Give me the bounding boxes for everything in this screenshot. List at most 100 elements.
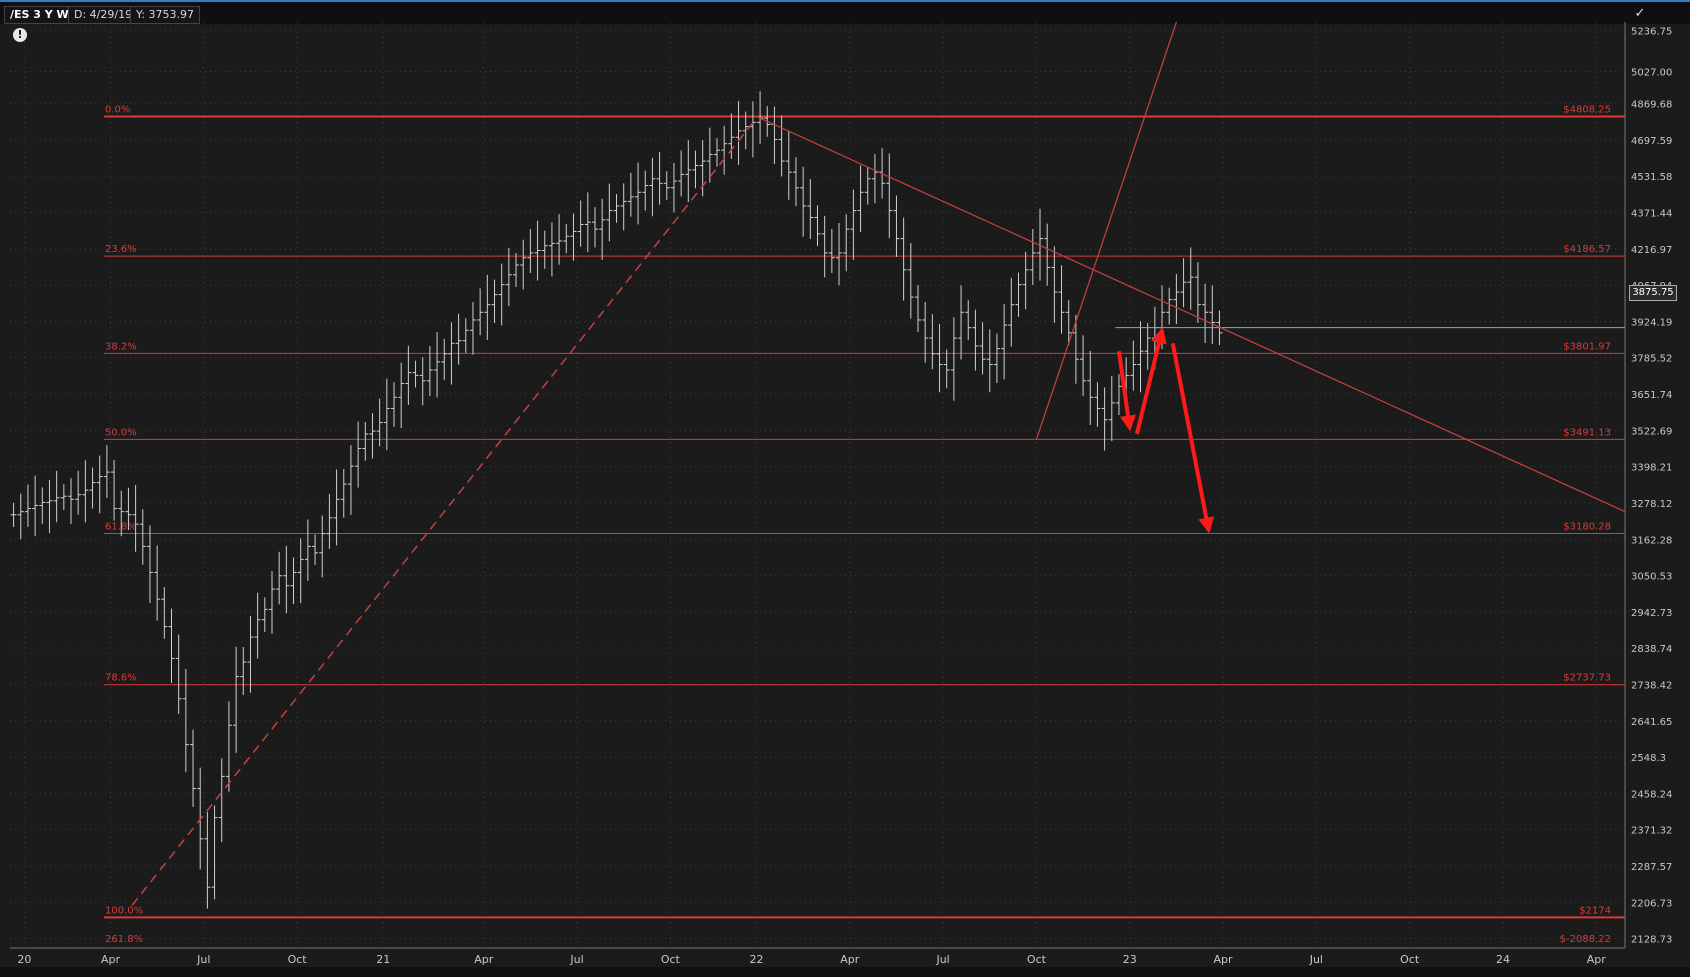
price-bar xyxy=(434,332,441,398)
price-bar xyxy=(649,157,656,217)
price-bar xyxy=(1187,247,1194,310)
x-tick-label: 24 xyxy=(1496,953,1510,966)
price-bar xyxy=(276,551,283,605)
price-bar xyxy=(1130,340,1137,391)
price-bar xyxy=(1008,277,1015,347)
price-bar xyxy=(678,150,685,197)
price-bar xyxy=(914,285,921,333)
price-bar xyxy=(283,545,290,614)
fib-percent-label: 23.6% xyxy=(105,244,137,255)
bottom-strip xyxy=(0,967,1690,977)
fib-percent-label: 38.2% xyxy=(105,341,137,352)
price-bar xyxy=(556,214,563,265)
x-tick-label: Oct xyxy=(1027,953,1047,966)
price-bar xyxy=(1173,274,1180,325)
price-bar xyxy=(125,487,132,531)
price-bar xyxy=(182,668,189,773)
price-bar xyxy=(240,647,247,695)
price-bar xyxy=(1022,251,1029,310)
price-bar xyxy=(635,162,642,225)
price-bar xyxy=(584,192,591,253)
price-bar xyxy=(958,285,965,360)
price-bar xyxy=(175,634,182,714)
price-bar xyxy=(886,153,893,239)
y-tick-label: 4216.97 xyxy=(1631,245,1672,256)
price-bar xyxy=(534,220,541,281)
x-tick-label: Jul xyxy=(935,953,949,966)
y-tick-label: 5236.75 xyxy=(1631,26,1672,37)
price-bar xyxy=(1209,285,1216,344)
price-bar xyxy=(24,484,31,527)
price-bar xyxy=(441,338,448,381)
price-bar xyxy=(714,138,721,167)
price-bar xyxy=(541,230,548,269)
price-bar xyxy=(735,101,742,165)
price-bar xyxy=(907,242,914,319)
price-bar xyxy=(369,413,376,459)
exclamation-icon[interactable]: ! xyxy=(13,28,27,42)
price-bar xyxy=(864,166,871,205)
price-bar xyxy=(613,193,620,223)
price-bar xyxy=(836,223,843,286)
price-bar xyxy=(89,467,96,509)
y-tick-label: 2458.24 xyxy=(1631,789,1672,800)
x-tick-label: Apr xyxy=(101,953,121,966)
price-bar xyxy=(39,487,46,524)
price-bar xyxy=(1137,321,1144,393)
y-tick-label: 2371.32 xyxy=(1631,826,1672,837)
price-bar xyxy=(950,317,957,401)
y-tick-label: 2641.65 xyxy=(1631,717,1672,728)
price-bar xyxy=(771,106,778,164)
price-bar xyxy=(979,322,986,375)
drawing-tool-icon[interactable]: ✓ xyxy=(1634,6,1646,21)
price-bar xyxy=(233,646,240,753)
price-bar xyxy=(1101,387,1108,451)
price-bar xyxy=(247,616,254,693)
price-bar xyxy=(850,189,857,260)
price-bar xyxy=(505,247,512,307)
y-tick-label: 2942.73 xyxy=(1631,608,1672,619)
toolbar: /ES 3 Y W D: 4/29/19 Y: 3753.97 xyxy=(0,0,1690,24)
y-tick-label: 2206.73 xyxy=(1631,898,1672,909)
y-tick-label: 4531.58 xyxy=(1631,172,1672,183)
steep-uptrend-line xyxy=(1035,21,1177,440)
price-bar xyxy=(785,131,792,200)
down-arrow-2 xyxy=(1170,342,1215,534)
x-tick-label: Jul xyxy=(569,953,583,966)
price-bar xyxy=(355,421,362,488)
price-bar xyxy=(1001,304,1008,380)
price-bar xyxy=(383,378,390,451)
price-bar xyxy=(168,608,175,683)
up-arrow xyxy=(1134,327,1167,435)
y-tick-label: 3785.52 xyxy=(1631,354,1672,365)
price-bar xyxy=(1087,350,1094,425)
price-bar xyxy=(800,166,807,237)
price-bar xyxy=(656,151,663,205)
price-bar xyxy=(814,205,821,247)
price-bar xyxy=(1015,272,1022,317)
price-bar xyxy=(972,309,979,371)
price-bar xyxy=(843,214,850,272)
price-bar xyxy=(412,360,419,388)
price-bar xyxy=(663,171,670,200)
x-axis: 20 Apr Jul Oct 21 Apr Jul Oct 22 Apr Jul Oct 23 Apr Ju… xyxy=(17,953,1606,966)
price-bar xyxy=(161,587,168,639)
y-readout: Y: 3753.97 xyxy=(130,6,200,24)
y-tick-label: 3398.21 xyxy=(1631,463,1672,474)
price-bar xyxy=(455,313,462,365)
fib-price-label: $4186.57 xyxy=(1563,244,1611,255)
y-tick-label: 3278.12 xyxy=(1631,499,1672,510)
x-tick-label: 23 xyxy=(1123,953,1137,966)
fib-price-label: $3801.97 xyxy=(1563,341,1611,352)
price-bar xyxy=(462,318,469,353)
price-bar xyxy=(477,288,484,336)
fib-retracement: 0.0% $4808.25 23.6% $4186.57 38.2% $3801.97 50… xyxy=(104,104,1625,945)
price-bar xyxy=(204,811,211,909)
y-tick-label: 3050.53 xyxy=(1631,572,1672,583)
fib-price-label: $3180.28 xyxy=(1563,522,1611,533)
price-bar xyxy=(211,805,218,900)
y-tick-label: 2838.74 xyxy=(1631,644,1672,655)
price-bar xyxy=(1166,287,1173,325)
price-bar xyxy=(261,597,268,632)
